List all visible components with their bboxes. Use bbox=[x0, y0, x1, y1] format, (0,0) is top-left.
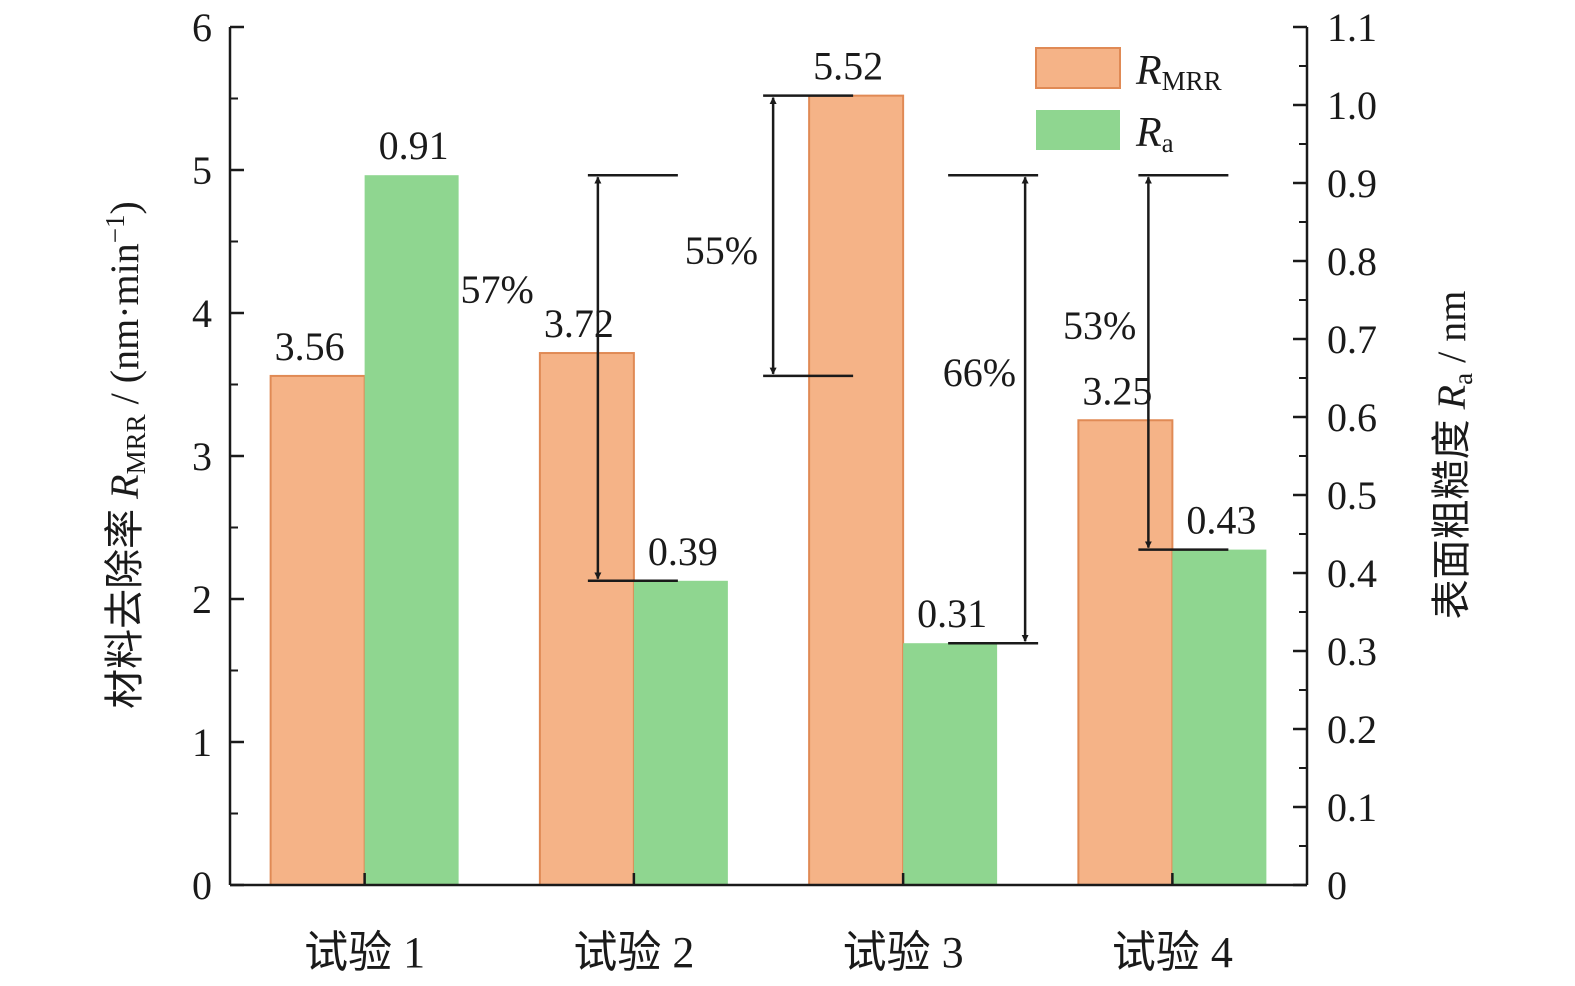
legend-swatch-rmrr bbox=[1035, 47, 1121, 89]
annotation-layer: 57% 55% 66% 53% bbox=[461, 94, 1229, 645]
data-label-ra-3: 0.31 bbox=[917, 591, 987, 636]
bar-ra-3 bbox=[903, 643, 998, 885]
annotation-label-1: 57% bbox=[461, 267, 534, 312]
annotation-label-4: 53% bbox=[1063, 303, 1136, 348]
annotation-label-3: 66% bbox=[943, 350, 1016, 395]
bars-layer bbox=[269, 94, 1267, 887]
y-right-tick-label-6: 0.6 bbox=[1327, 395, 1377, 440]
category-label-2: 试验 2 bbox=[573, 928, 694, 977]
bar-rmrr-1 bbox=[269, 374, 366, 886]
y-left-tick-label-2: 2 bbox=[192, 577, 212, 622]
data-label-ra-4: 0.43 bbox=[1186, 498, 1256, 543]
data-label-rmrr-2: 3.72 bbox=[544, 301, 614, 346]
data-label-rmrr-1: 3.56 bbox=[275, 324, 345, 369]
bar-ra-1 bbox=[364, 175, 459, 885]
y-right-tick-label-3: 0.3 bbox=[1327, 629, 1377, 674]
category-label-3: 试验 3 bbox=[843, 928, 964, 977]
data-label-ra-2: 0.39 bbox=[648, 529, 718, 574]
y-right-tick-label-1: 0.1 bbox=[1327, 785, 1377, 830]
legend-label-ra: Ra bbox=[1135, 110, 1174, 158]
data-label-ra-1: 0.91 bbox=[379, 123, 449, 168]
y-right-tick-label-4: 0.4 bbox=[1327, 551, 1377, 596]
data-label-rmrr-3: 5.52 bbox=[813, 44, 883, 89]
y-left-tick-label-0: 0 bbox=[192, 863, 212, 908]
bar-ra-2 bbox=[633, 580, 728, 885]
y-left-tick-label-4: 4 bbox=[192, 291, 212, 336]
legend-swatch-ra bbox=[1036, 110, 1120, 150]
axes-layer bbox=[228, 25, 1309, 887]
y-left-tick-label-1: 1 bbox=[192, 720, 212, 765]
data-label-rmrr-4: 3.25 bbox=[1082, 368, 1152, 413]
y-right-tick-label-11: 1.1 bbox=[1327, 5, 1377, 50]
bar-ra-4 bbox=[1172, 549, 1267, 885]
bar-rmrr-4 bbox=[1077, 419, 1174, 886]
bar-rmrr-3 bbox=[808, 94, 905, 886]
y-left-tick-label-6: 6 bbox=[192, 5, 212, 50]
y-left-axis-title: 材料去除率 RMRR / (nm·min−1) bbox=[100, 201, 151, 709]
y-right-tick-label-2: 0.2 bbox=[1327, 707, 1377, 752]
legend: RMRR Ra bbox=[1035, 47, 1222, 158]
y-right-axis-title: 表面粗糙度 Ra / nm bbox=[1429, 291, 1478, 620]
annotation-label-2: 55% bbox=[685, 228, 758, 273]
y-right-tick-label-8: 0.8 bbox=[1327, 239, 1377, 284]
y-right-tick-label-10: 1.0 bbox=[1327, 83, 1377, 128]
y-left-tick-label-5: 5 bbox=[192, 148, 212, 193]
category-label-1: 试验 1 bbox=[304, 928, 425, 977]
category-label-4: 试验 4 bbox=[1112, 928, 1233, 977]
legend-label-rmrr: RMRR bbox=[1135, 48, 1222, 96]
y-right-tick-label-7: 0.7 bbox=[1327, 317, 1377, 362]
y-right-tick-label-5: 0.5 bbox=[1327, 473, 1377, 518]
bar-rmrr-2 bbox=[538, 352, 635, 887]
y-right-tick-label-0: 0 bbox=[1327, 863, 1347, 908]
y-left-tick-label-3: 3 bbox=[192, 434, 212, 479]
y-right-tick-label-9: 0.9 bbox=[1327, 161, 1377, 206]
